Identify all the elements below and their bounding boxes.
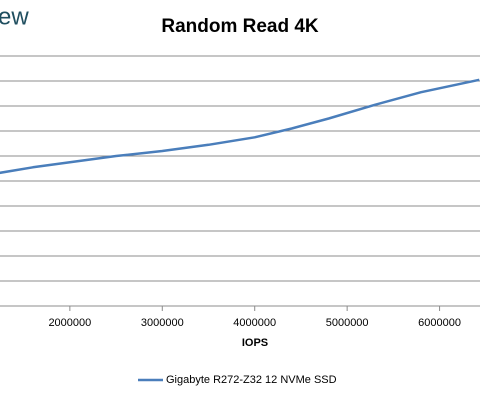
- x-tick-label: 2000000: [48, 317, 91, 329]
- logo-text: ew: [0, 3, 29, 30]
- x-tick-label: 6000000: [418, 317, 461, 329]
- x-axis-title: IOPS: [242, 337, 268, 349]
- chart-title: Random Read 4K: [161, 16, 319, 37]
- legend-label: Gigabyte R272-Z32 12 NVMe SSD: [166, 374, 337, 386]
- x-tick-label: 3000000: [141, 317, 184, 329]
- x-tick-label: 4000000: [233, 317, 276, 329]
- x-tick-label: 5000000: [326, 317, 369, 329]
- data-line: [0, 78, 480, 175]
